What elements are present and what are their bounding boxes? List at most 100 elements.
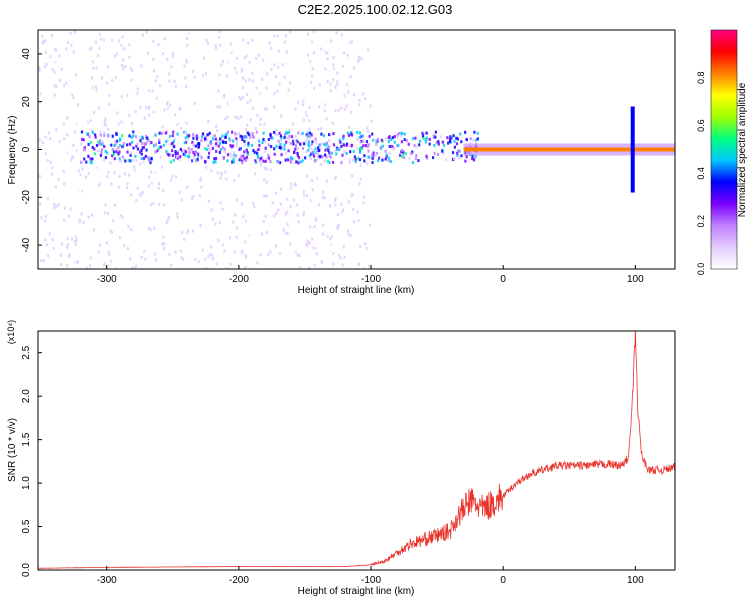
- heatmap-cell: [170, 39, 173, 43]
- heatmap-cell: [38, 48, 41, 52]
- heatmap-cell: [217, 144, 220, 148]
- heatmap-cell: [240, 67, 244, 71]
- heatmap-cell: [254, 159, 257, 163]
- heatmap-cell: [245, 155, 248, 159]
- heatmap-cell: [411, 161, 415, 165]
- heatmap-cell: [317, 157, 320, 161]
- heatmap-cell: [353, 40, 357, 44]
- heatmap-cell: [473, 130, 476, 134]
- heatmap-cell: [271, 91, 274, 95]
- heatmap-cell: [112, 152, 115, 156]
- heatmap-cell: [216, 139, 219, 143]
- heatmap-cell: [272, 84, 275, 88]
- heatmap-cell: [190, 147, 193, 151]
- heatmap-cell: [337, 129, 340, 133]
- heatmap-cell: [318, 105, 321, 109]
- heatmap-cell: [74, 242, 77, 246]
- heatmap-cell: [286, 158, 290, 162]
- heatmap-cell: [279, 187, 283, 191]
- heatmap-cell: [68, 253, 71, 257]
- heatmap-cell: [295, 203, 299, 207]
- heatmap-cell: [408, 156, 411, 160]
- heatmap-cell: [457, 149, 460, 153]
- heatmap-cell: [48, 232, 51, 236]
- heatmap-cell: [92, 110, 96, 114]
- heatmap-cell: [271, 136, 274, 140]
- heatmap-cell: [246, 107, 249, 111]
- heatmap-cell: [301, 146, 305, 150]
- heatmap-cell: [100, 93, 103, 97]
- heatmap-cell: [362, 92, 365, 96]
- heatmap-cell: [246, 157, 249, 161]
- heatmap-cell: [436, 153, 440, 157]
- heatmap-cell: [310, 246, 314, 250]
- heatmap-cell: [265, 167, 269, 171]
- heatmap-cell: [262, 131, 265, 135]
- heatmap-cell: [308, 241, 311, 245]
- heatmap-cell: [171, 54, 174, 58]
- heatmap-cell: [41, 31, 45, 35]
- heatmap-cell: [216, 83, 219, 87]
- heatmap-cell: [73, 258, 77, 262]
- heatmap-cell: [295, 146, 298, 150]
- heatmap-cell: [213, 158, 216, 162]
- heatmap-cell: [314, 217, 317, 221]
- heatmap-cell: [186, 185, 189, 189]
- heatmap-cell: [107, 127, 110, 131]
- heatmap-cell: [96, 166, 99, 170]
- heatmap-cell: [72, 143, 75, 147]
- heatmap-cell: [359, 177, 362, 181]
- heatmap-cell: [288, 108, 292, 112]
- heatmap-cell: [147, 113, 151, 117]
- heatmap-cell: [117, 122, 120, 126]
- heatmap-cell: [385, 153, 388, 157]
- heatmap-cell: [205, 38, 208, 42]
- heatmap-cell: [235, 137, 238, 141]
- heatmap-cell: [117, 146, 120, 150]
- heatmap-cell: [441, 149, 444, 153]
- heatmap-cell: [283, 40, 287, 44]
- heatmap-cell: [345, 200, 348, 204]
- heatmap-cell: [311, 237, 314, 241]
- heatmap-cell: [219, 70, 222, 74]
- heatmap-cell: [95, 143, 99, 147]
- heatmap-cell: [162, 179, 165, 183]
- heatmap-cell: [57, 203, 60, 207]
- heatmap-cell: [296, 151, 299, 155]
- heatmap-cell: [286, 197, 289, 201]
- heatmap-cell: [43, 86, 46, 90]
- heatmap-cell: [104, 114, 107, 118]
- heatmap-cell: [161, 193, 164, 197]
- heatmap-cell: [274, 75, 277, 79]
- heatmap-cell: [119, 160, 122, 164]
- heatmap-cell: [175, 206, 179, 210]
- heatmap-cell: [150, 157, 153, 161]
- heatmap-cell: [388, 135, 391, 139]
- heatmap-cell: [236, 99, 239, 103]
- heatmap-cell: [352, 66, 356, 70]
- heatmap-cell: [330, 132, 333, 136]
- heatmap-cell: [314, 150, 317, 154]
- heatmap-cell: [106, 255, 109, 259]
- heatmap-cell: [76, 244, 80, 248]
- heatmap-cell: [273, 63, 276, 67]
- heatmap-cell: [109, 229, 112, 233]
- heatmap-cell: [102, 44, 106, 48]
- heatmap-cell: [273, 92, 276, 96]
- heatmap-cell: [204, 257, 207, 261]
- heatmap-cell: [268, 41, 272, 45]
- heatmap-cell: [129, 66, 132, 70]
- heatmap-cell: [310, 133, 313, 137]
- heatmap-cell: [202, 56, 206, 60]
- heatmap-cell: [70, 44, 73, 48]
- heatmap-cell: [105, 241, 108, 245]
- heatmap-cell: [415, 153, 418, 157]
- heatmap-cell: [359, 244, 362, 248]
- heatmap-cell: [230, 107, 233, 111]
- heatmap-cell: [321, 131, 325, 135]
- heatmap-cell: [251, 135, 254, 139]
- heatmap-cell: [54, 46, 57, 50]
- heatmap-cell: [301, 141, 305, 145]
- heatmap-cell: [277, 232, 280, 236]
- heatmap-cell: [152, 69, 155, 73]
